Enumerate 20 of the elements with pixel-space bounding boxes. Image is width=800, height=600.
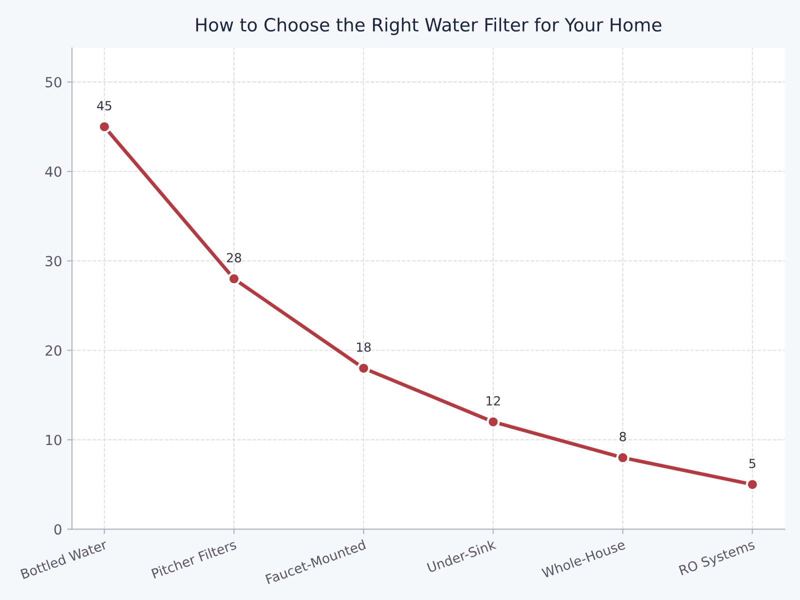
y-tick-label: 0	[54, 524, 62, 535]
y-tick-label: 30	[46, 256, 62, 266]
y-tick-label: 20	[46, 345, 62, 356]
chart-title: How to Choose the Right Water Filter for Your Home	[196, 18, 662, 36]
data-label: 45	[97, 101, 112, 110]
point	[486, 415, 500, 428]
y-tick-label: 50	[46, 76, 62, 88]
point	[227, 272, 241, 286]
data-label: 28	[226, 252, 242, 262]
data-label: 18	[357, 342, 371, 352]
point	[357, 362, 370, 375]
data-label: 12	[486, 396, 500, 406]
point	[616, 451, 630, 464]
x-tick-label: Pitcher Filters	[151, 539, 237, 579]
y-tick-label: 40	[45, 166, 62, 177]
point	[98, 120, 111, 134]
data-label: 5	[749, 458, 756, 468]
y-tick-label: 10	[46, 434, 62, 446]
data-label: 8	[620, 432, 626, 442]
point	[746, 478, 759, 492]
